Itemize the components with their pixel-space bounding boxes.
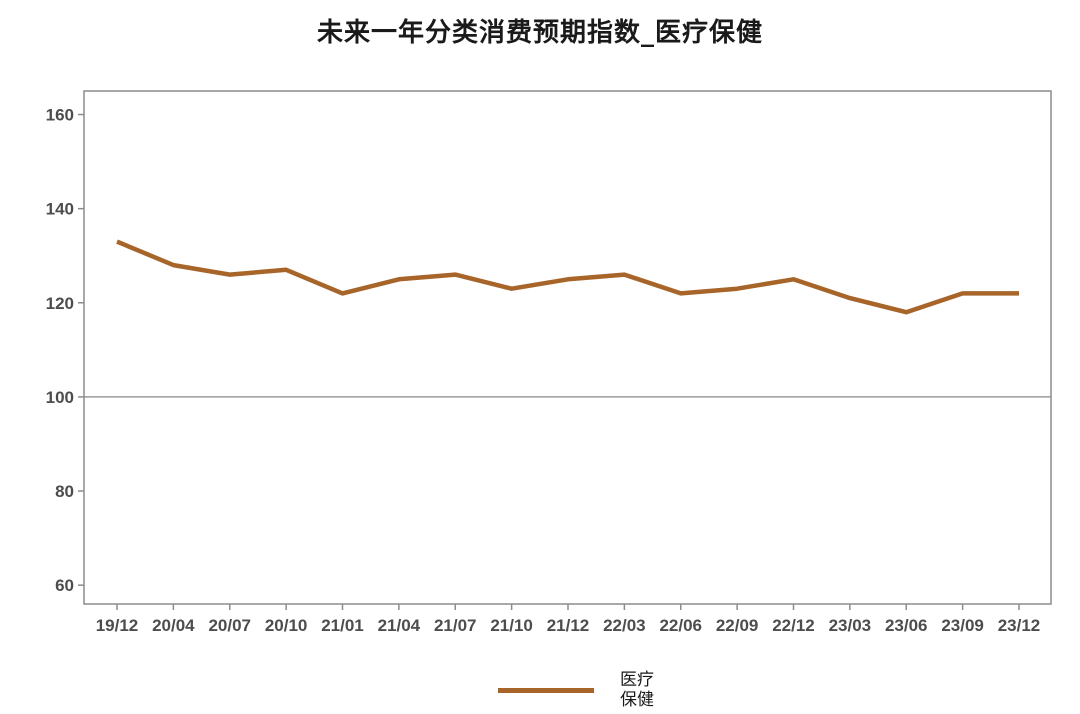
legend: 医疗保健 <box>498 670 664 710</box>
x-tick-label: 21/10 <box>490 616 533 635</box>
x-axis: 19/12 20/04 20/07 20/10 21/01 21/04 21/07 21/10… <box>96 604 1041 635</box>
y-tick-label: 100 <box>46 388 74 407</box>
y-tick-label: 60 <box>55 576 74 595</box>
legend-label: 医疗保健 <box>620 670 654 710</box>
y-tick-label: 80 <box>55 482 74 501</box>
x-tick-label: 20/07 <box>208 616 251 635</box>
x-tick-label: 22/12 <box>772 616 815 635</box>
x-tick-label: 22/03 <box>603 616 646 635</box>
x-tick-label: 23/12 <box>998 616 1041 635</box>
x-tick-label: 22/09 <box>716 616 759 635</box>
legend-swatch <box>498 687 594 693</box>
x-tick-label: 23/03 <box>829 616 872 635</box>
x-tick-label: 20/10 <box>265 616 308 635</box>
plot-frame <box>83 90 1052 605</box>
x-tick-label: 21/12 <box>547 616 590 635</box>
x-tick-label: 20/04 <box>152 616 195 635</box>
y-tick-label: 120 <box>46 294 74 313</box>
x-tick-label: 21/01 <box>321 616 364 635</box>
series-line <box>116 239 1019 315</box>
x-tick-label: 21/04 <box>378 616 421 635</box>
series-group <box>116 239 1019 315</box>
y-tick-label: 140 <box>46 200 74 219</box>
x-tick-label: 22/06 <box>659 616 702 635</box>
y-tick-label: 160 <box>46 106 74 125</box>
x-tick-label: 23/06 <box>885 616 928 635</box>
x-tick-label: 19/12 <box>96 616 139 635</box>
x-tick-label: 21/07 <box>434 616 477 635</box>
x-tick-label: 23/09 <box>941 616 984 635</box>
chart-title: 未来一年分类消费预期指数_医疗保健 <box>316 18 763 48</box>
y-axis: 60 80 100 120 140 160 <box>46 106 84 595</box>
